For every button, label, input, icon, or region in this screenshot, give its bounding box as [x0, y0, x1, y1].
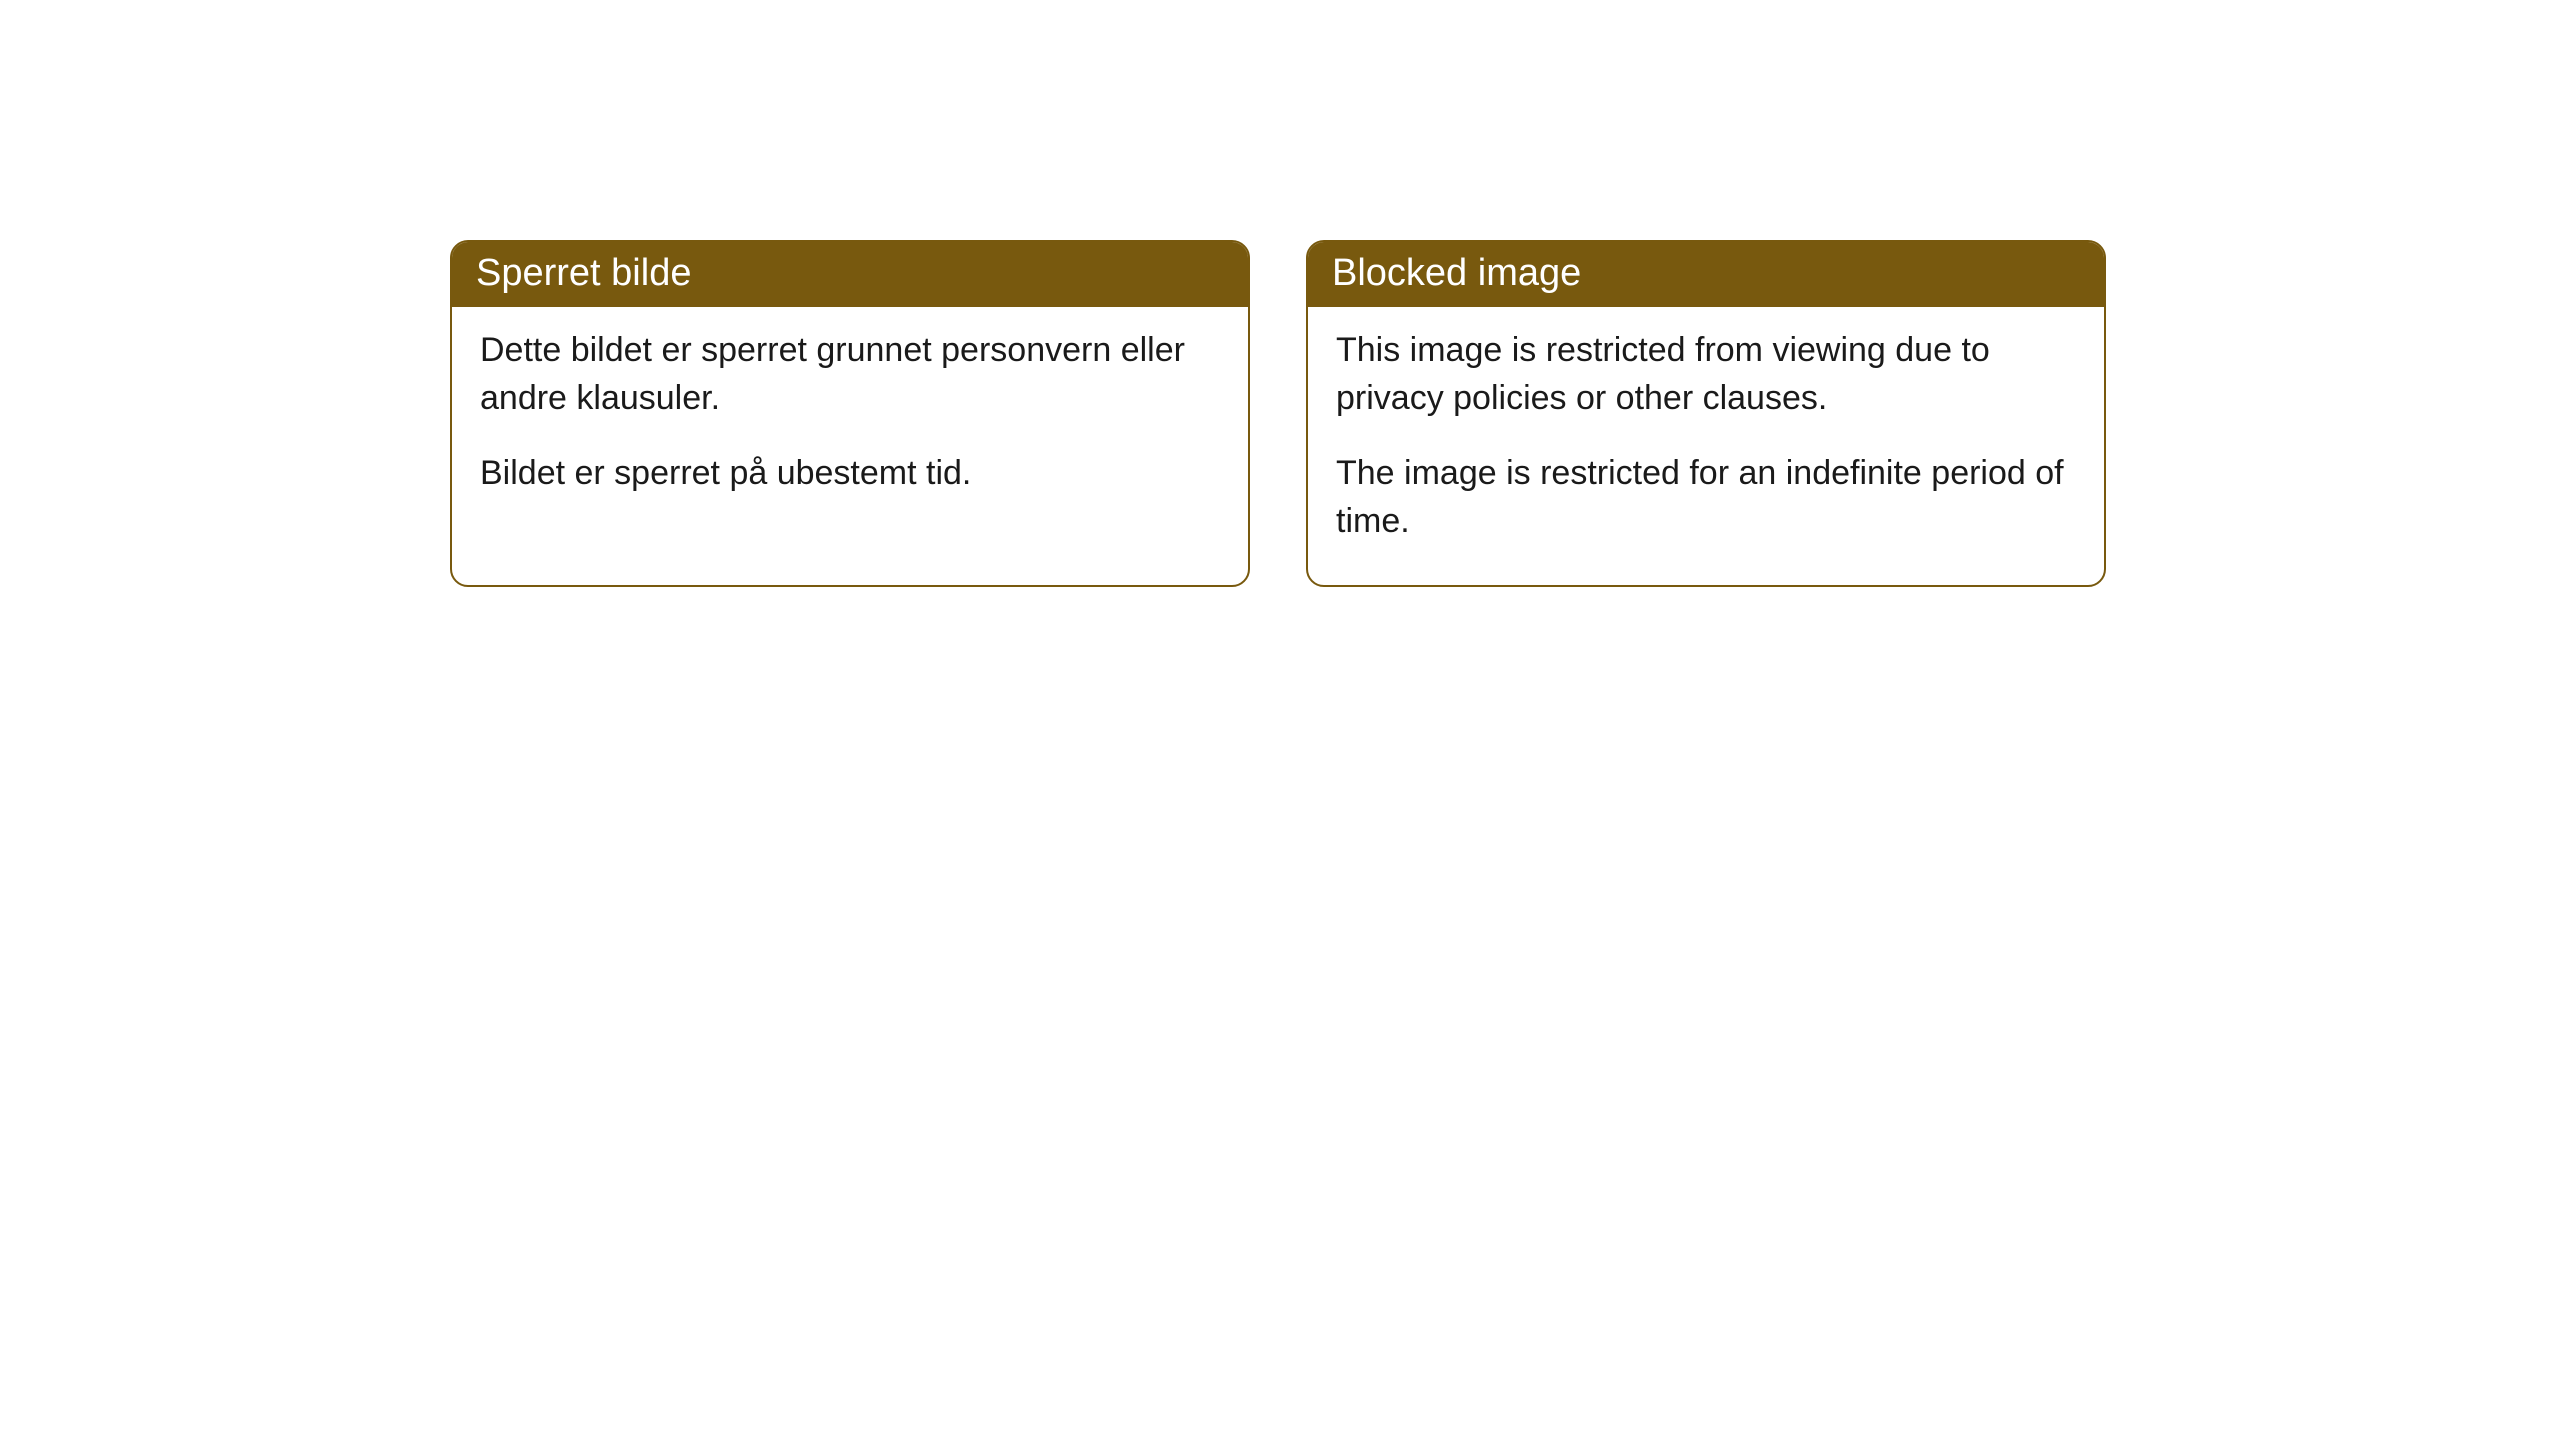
cards-container: Sperret bilde Dette bildet er sperret gr…	[450, 240, 2106, 587]
blocked-image-card-en: Blocked image This image is restricted f…	[1306, 240, 2106, 587]
card-paragraph: Dette bildet er sperret grunnet personve…	[480, 327, 1220, 422]
card-title: Sperret bilde	[476, 252, 691, 294]
card-body: Dette bildet er sperret grunnet personve…	[452, 307, 1248, 538]
card-paragraph: Bildet er sperret på ubestemt tid.	[480, 450, 1220, 498]
card-header: Sperret bilde	[452, 242, 1248, 307]
card-paragraph: The image is restricted for an indefinit…	[1336, 450, 2076, 545]
card-body: This image is restricted from viewing du…	[1308, 307, 2104, 585]
card-title: Blocked image	[1332, 252, 1581, 294]
card-paragraph: This image is restricted from viewing du…	[1336, 327, 2076, 422]
card-header: Blocked image	[1308, 242, 2104, 307]
blocked-image-card-no: Sperret bilde Dette bildet er sperret gr…	[450, 240, 1250, 587]
